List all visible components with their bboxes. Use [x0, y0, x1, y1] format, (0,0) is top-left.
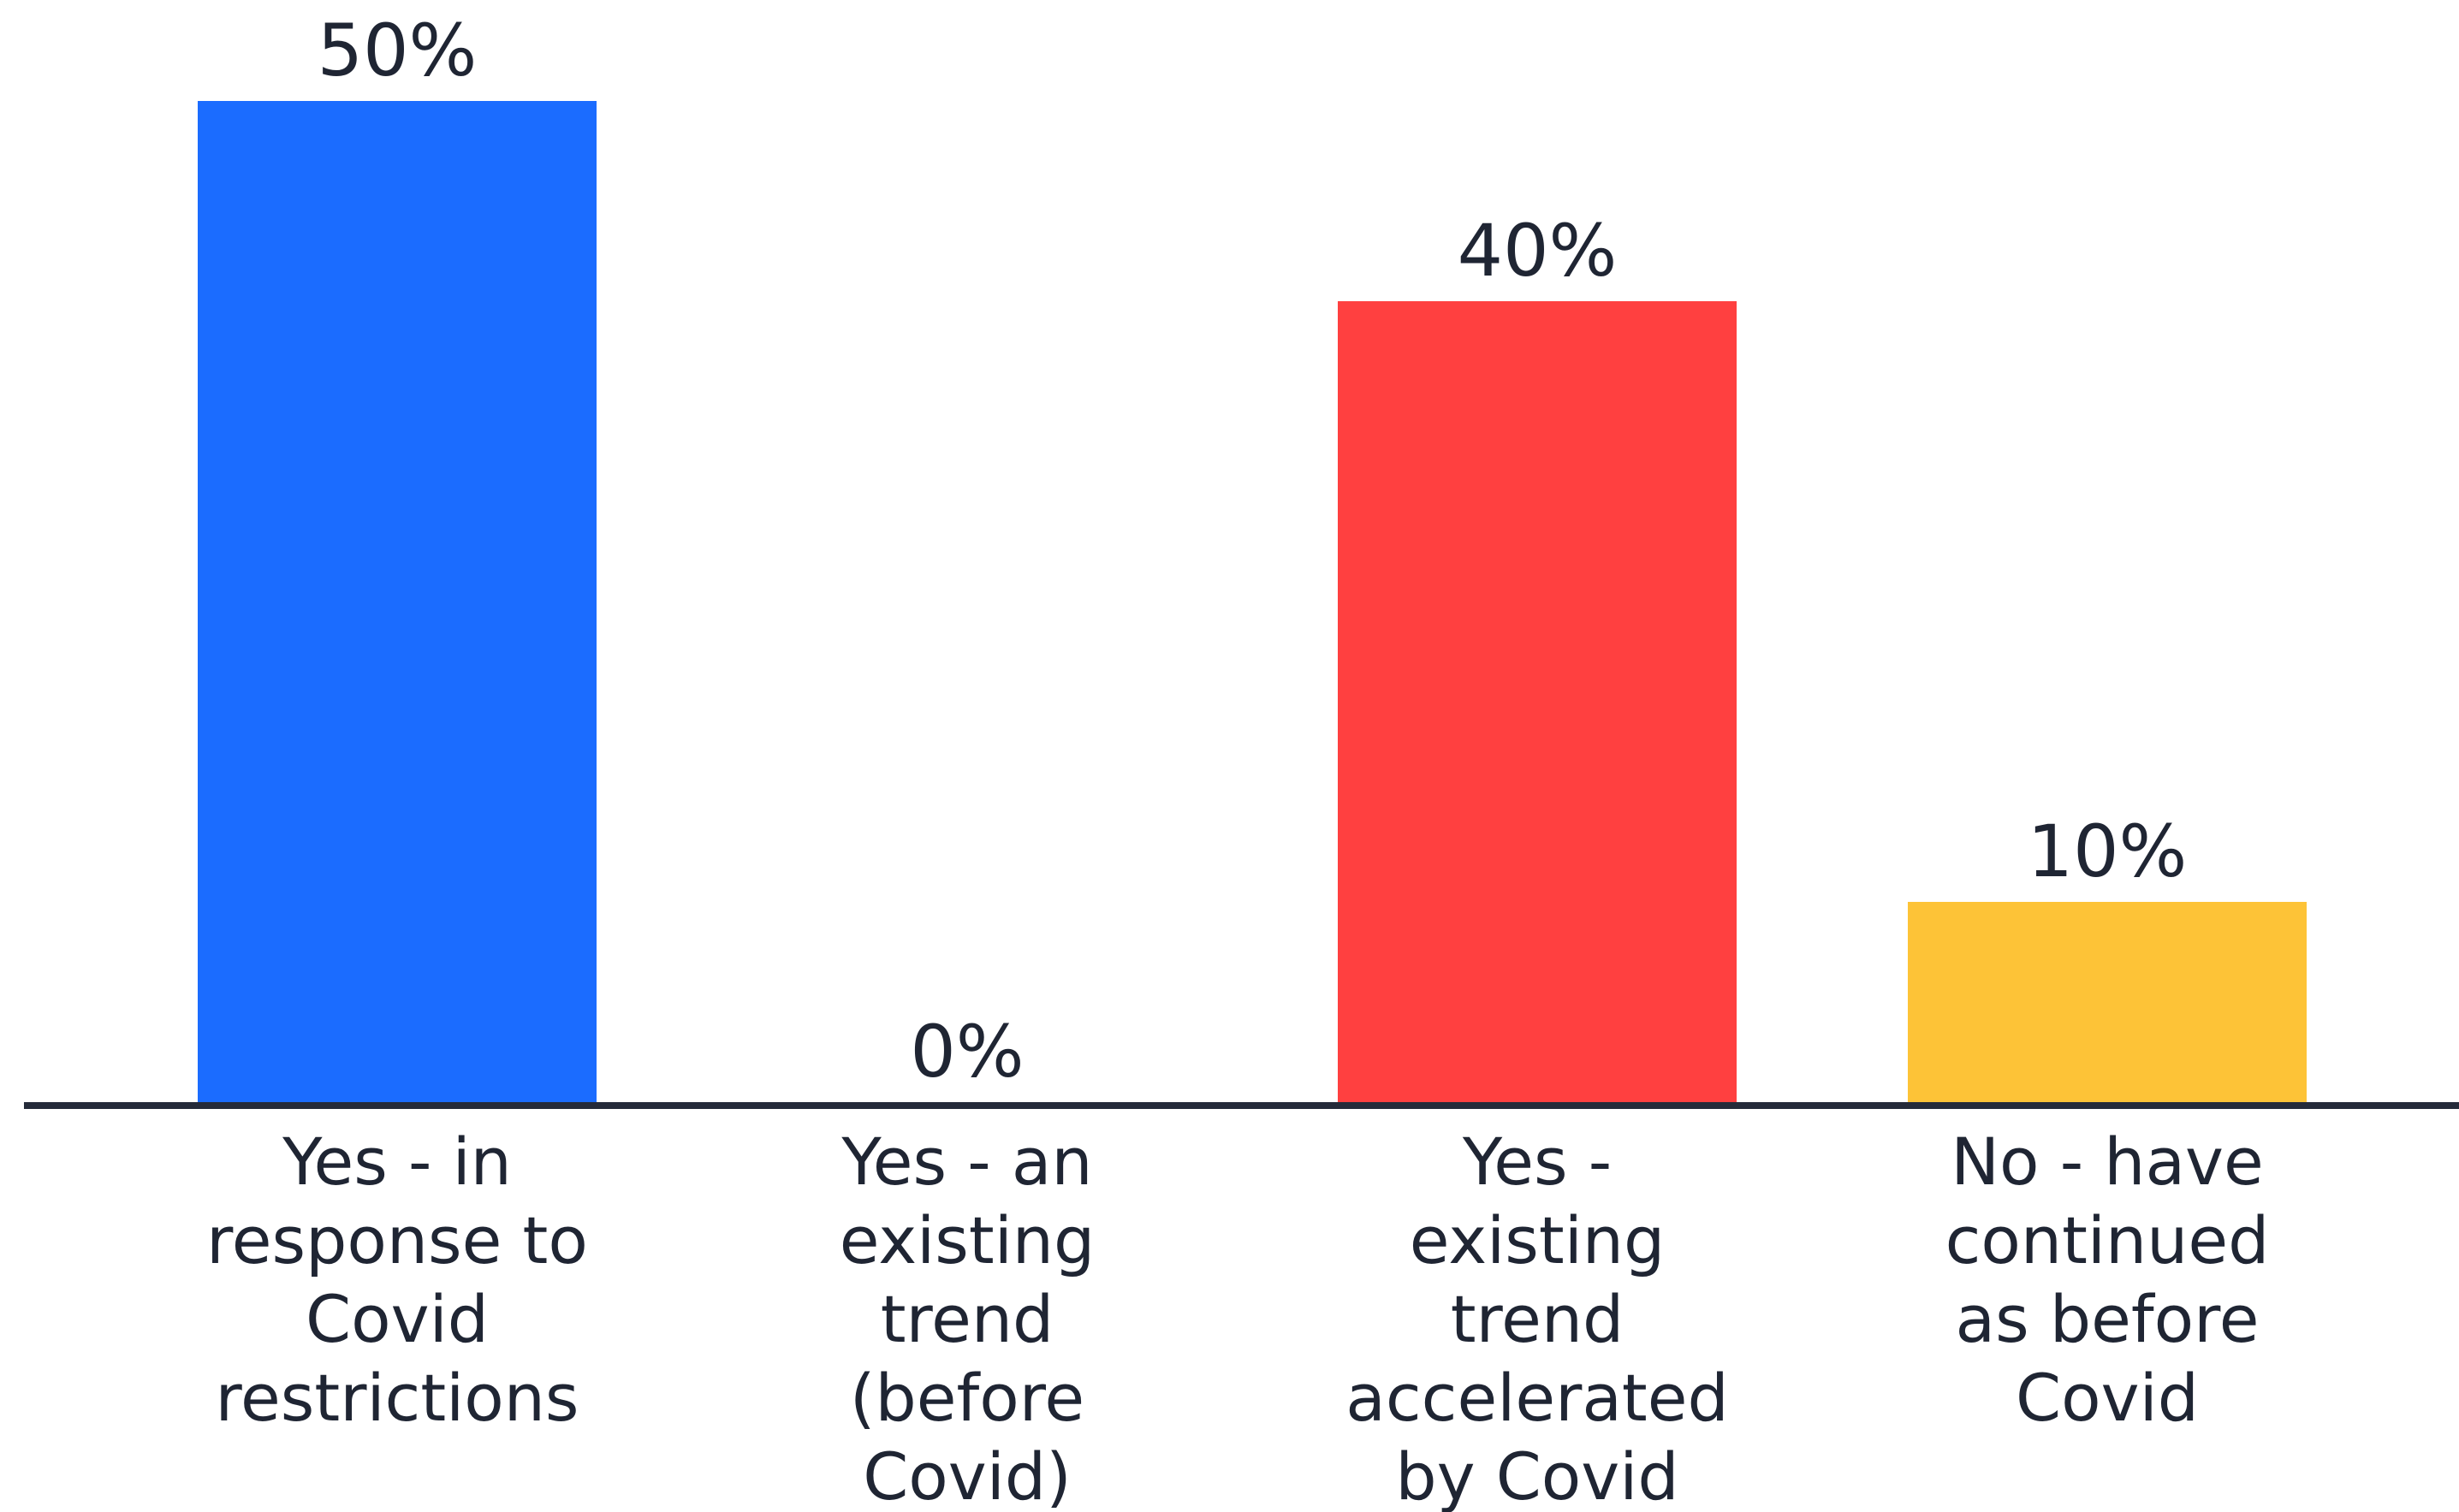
category-label-line: Covid	[306, 1281, 489, 1357]
category-label-4: No - have continued as before Covid	[1945, 1124, 2270, 1436]
category-label-line: Yes - in	[282, 1124, 512, 1200]
bars-group	[198, 101, 2307, 1102]
category-label-line: continued	[1945, 1202, 2270, 1278]
category-label-line: No - have	[1951, 1124, 2264, 1200]
category-label-line: trend	[1451, 1281, 1624, 1357]
category-label-line: existing	[840, 1202, 1095, 1278]
category-label-line: Yes -	[1462, 1124, 1612, 1200]
bar-4	[1908, 902, 2307, 1102]
value-label-1: 50%	[318, 9, 478, 92]
bar-1	[198, 101, 597, 1102]
bar-3	[1338, 301, 1737, 1102]
category-label-line: by Covid	[1395, 1438, 1678, 1512]
value-label-4: 10%	[2028, 809, 2188, 893]
category-label-line: existing	[1410, 1202, 1665, 1278]
category-label-3: Yes -existing trend accelerated by Covid	[1345, 1124, 1728, 1512]
category-label-line: (before	[850, 1360, 1084, 1436]
category-label-line: accelerated	[1345, 1360, 1728, 1436]
category-label-line: Covid	[2016, 1360, 2199, 1436]
category-label-1: Yes - in response to Covid restrictions	[206, 1124, 588, 1436]
category-label-line: Covid)	[863, 1438, 1072, 1512]
value-label-2: 0%	[910, 1010, 1024, 1094]
value-labels-group: 50% 0% 40% 10%	[318, 9, 2188, 1094]
category-label-line: restrictions	[215, 1360, 579, 1436]
category-label-line: Yes - an	[840, 1124, 1092, 1200]
category-label-2: Yes - an existing trend (before Covid)	[840, 1124, 1095, 1512]
value-label-3: 40%	[1458, 209, 1618, 293]
category-label-line: trend	[881, 1281, 1054, 1357]
category-label-line: response to	[206, 1202, 588, 1278]
category-labels-group: Yes - in response to Covid restrictionsYes …	[206, 1124, 2269, 1512]
category-label-line: as before	[1956, 1281, 2260, 1357]
